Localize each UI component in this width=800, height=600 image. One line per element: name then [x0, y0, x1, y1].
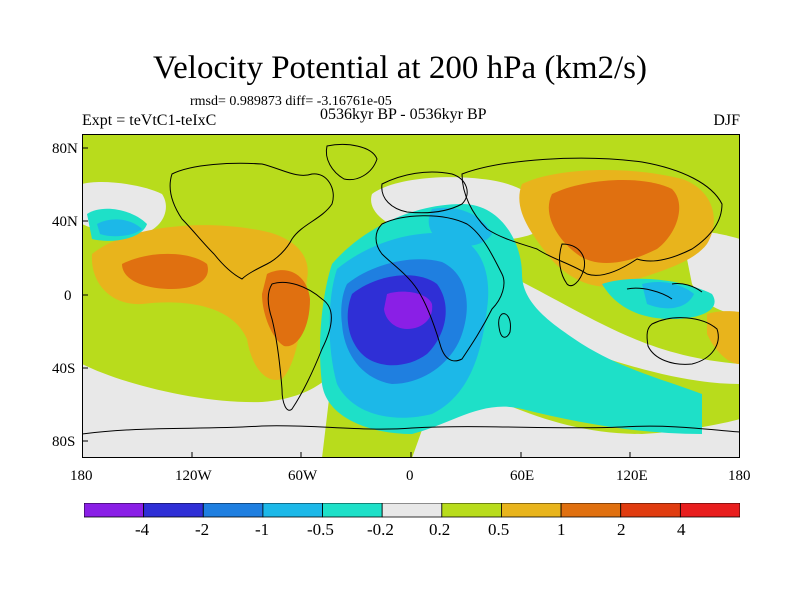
- colorbar-label-4: 4: [677, 520, 686, 539]
- coast-south-america: [267, 281, 332, 411]
- coast-africa: [375, 215, 505, 362]
- colorbar-label-02: 0.2: [429, 520, 451, 539]
- coast-indonesia: [626, 283, 703, 300]
- map-title: Velocity Potential at 200 hPa (km2/s): [152, 50, 648, 86]
- coast-antarctica: [82, 425, 740, 435]
- colorbar-box: [441, 503, 502, 518]
- field-negative-npac-mid: [97, 219, 142, 237]
- lon-label-180w: 180: [70, 468, 93, 484]
- colorbar-label-1: 1: [557, 520, 566, 539]
- field-positive-asia-core: [548, 179, 680, 264]
- colorbar-label-05: 0.5: [488, 520, 510, 539]
- lat-label-40n: 40N: [52, 214, 78, 230]
- lon-label-180e: 180: [728, 468, 751, 484]
- field-negative-maritime: [642, 282, 694, 309]
- colorbar-box: [381, 503, 443, 518]
- coast-asia: [461, 157, 723, 276]
- lat-label-80s: 80S: [52, 434, 76, 450]
- colorbar-box: [679, 503, 740, 518]
- coast-greenland: [325, 144, 378, 181]
- coast-madagascar: [498, 313, 511, 338]
- coast-australia: [646, 317, 719, 365]
- season-label: DJF: [713, 112, 740, 129]
- field-near-zero-ind: [477, 264, 740, 384]
- field-positive-pacific-core: [122, 253, 208, 289]
- colorbar-label-neg2: -2: [195, 520, 210, 539]
- colorbar-label-neg05: -0.5: [307, 520, 334, 539]
- colorbar-box: [143, 503, 204, 518]
- colorbar-box: [560, 503, 622, 518]
- colorbar-box: [501, 503, 562, 518]
- colorbar-box: [84, 503, 145, 518]
- velocity-potential-map: [82, 134, 740, 458]
- lon-label-120e: 120E: [616, 468, 648, 484]
- colorbar-box: [620, 503, 681, 518]
- lat-label-40s: 40S: [52, 361, 76, 377]
- colorbar-label-neg4: -4: [135, 520, 150, 539]
- lon-label-0: 0: [406, 468, 414, 484]
- coast-india: [559, 243, 586, 287]
- colorbar-label-neg1: -1: [255, 520, 270, 539]
- experiment-label: Expt = teVtC1-teIxC: [82, 112, 217, 129]
- coastlines: [82, 144, 740, 435]
- colorbar-label-2: 2: [617, 520, 626, 539]
- field-near-zero-south2: [412, 374, 740, 458]
- field-negative-core: [384, 291, 433, 329]
- colorbar: [84, 503, 740, 518]
- lat-label-0: 0: [64, 288, 72, 304]
- field-positive-eindian: [707, 311, 740, 364]
- coast-europe: [381, 171, 468, 214]
- lon-label-120w: 120W: [175, 468, 212, 484]
- colorbar-box: [262, 503, 323, 518]
- axis-ticks: [82, 147, 631, 458]
- coast-north-america: [169, 162, 334, 280]
- stats-text: rmsd= 0.989873 diff= -3.16761e-05: [190, 94, 392, 109]
- period-label: 0536kyr BP - 0536kyr BP: [320, 106, 487, 123]
- colorbar-box: [322, 503, 383, 518]
- lon-label-60e: 60E: [510, 468, 535, 484]
- lat-label-80n: 80N: [52, 141, 78, 157]
- lon-label-60w: 60W: [288, 468, 318, 484]
- field-near-zero-south: [82, 364, 332, 458]
- colorbar-box: [202, 503, 264, 518]
- colorbar-label-neg02: -0.2: [367, 520, 394, 539]
